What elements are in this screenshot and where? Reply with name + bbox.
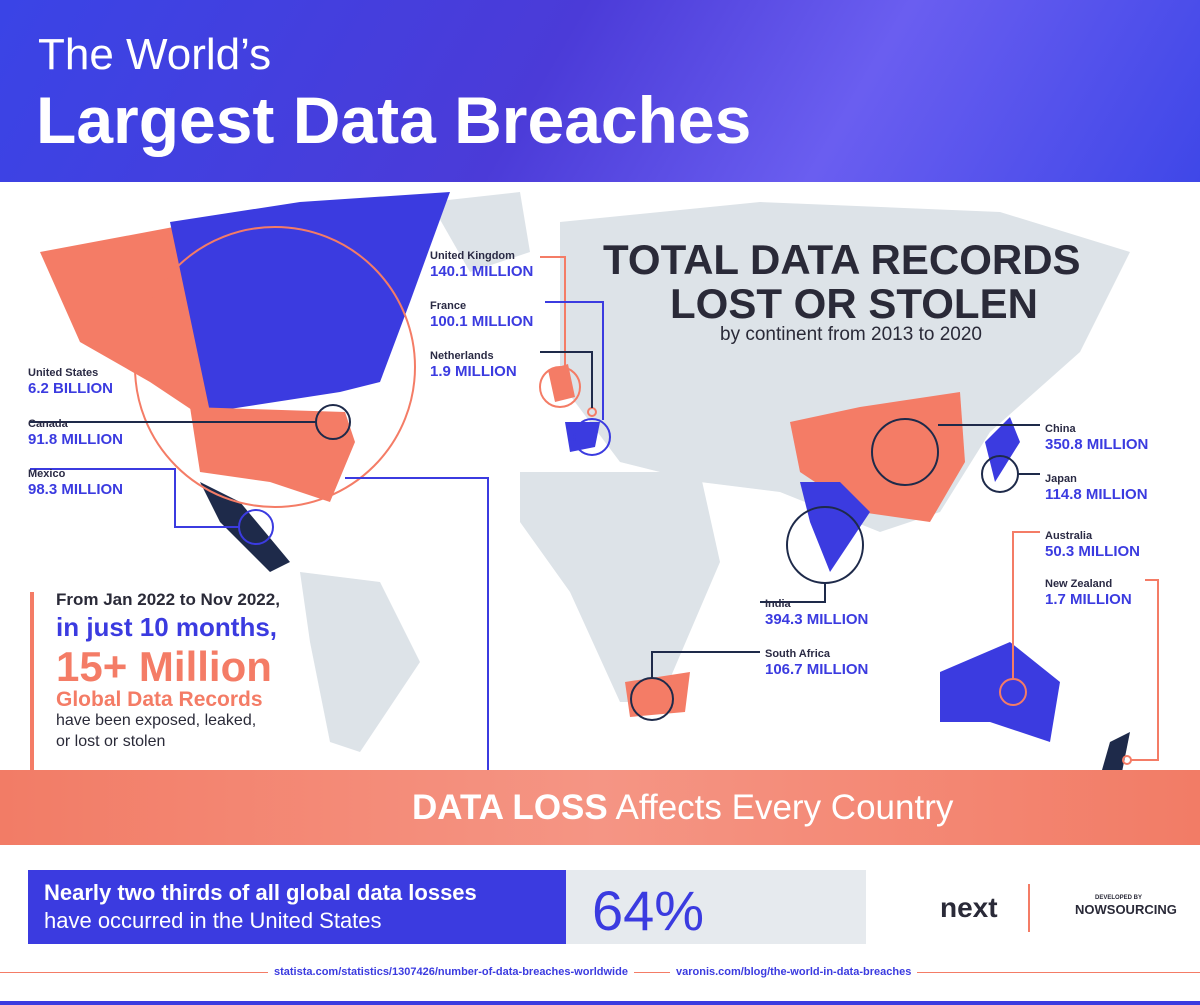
map xyxy=(30,192,1159,845)
stat-line3: 15+ Million xyxy=(56,643,272,690)
callout-value: 1.7 MILLION xyxy=(1045,591,1132,608)
developed-by: DEVELOPED BY xyxy=(1095,895,1143,901)
callout-value: 140.1 MILLION xyxy=(430,263,534,280)
callout-value: 1.9 MILLION xyxy=(430,363,517,380)
callout-country: India xyxy=(765,598,791,610)
callout-value: 98.3 MILLION xyxy=(28,481,124,498)
callout-value: 100.1 MILLION xyxy=(430,313,534,330)
callout-value: 394.3 MILLION xyxy=(765,611,869,628)
callout-value: 106.7 MILLION xyxy=(765,661,869,678)
footer-grey xyxy=(566,870,866,944)
callout-country: Netherlands xyxy=(430,350,494,362)
callout-country: Canada xyxy=(28,418,68,430)
callout-country: Australia xyxy=(1045,530,1093,542)
banner-bold: DATA LOSS xyxy=(412,788,608,827)
callout-value: 50.3 MILLION xyxy=(1045,543,1141,560)
footer-box xyxy=(28,870,566,944)
source: varonis.com/blog/the-world-in-data-breac… xyxy=(670,966,918,978)
footer-percent: 64% xyxy=(592,879,705,942)
header xyxy=(0,0,1200,182)
nowsourcing-logo: NOWSOURCING xyxy=(1075,902,1177,917)
callout-country: France xyxy=(430,300,467,312)
next-logo: next xyxy=(940,892,998,923)
callout-value: 114.8 MILLION xyxy=(1045,486,1148,503)
heading-line2: LOST OR STOLEN xyxy=(670,280,1038,327)
callout-value: 91.8 MILLION xyxy=(28,431,124,448)
footer-line1: Nearly two thirds of all global data los… xyxy=(44,880,477,905)
stat-line5: have been exposed, leaked, xyxy=(56,712,257,729)
callout-value: 6.2 BILLION xyxy=(28,380,114,397)
callout-country: New Zealand xyxy=(1045,578,1113,590)
logo-divider xyxy=(1028,884,1030,932)
title-line1: The World’s xyxy=(38,30,272,79)
callout-country: Mexico xyxy=(28,468,66,480)
callout-country: China xyxy=(1045,423,1076,435)
callout-value: 350.8 MILLION xyxy=(1045,436,1149,453)
banner-text: DATA LOSS Affects Every Country xyxy=(412,788,953,828)
banner xyxy=(0,770,1200,845)
heading-subtitle: by continent from 2013 to 2020 xyxy=(720,324,982,345)
heading-line1: TOTAL DATA RECORDS xyxy=(603,236,1081,283)
bottom-bar xyxy=(0,1001,1200,1005)
stat-line6: or lost or stolen xyxy=(56,733,166,750)
callout-country: Japan xyxy=(1045,473,1077,485)
stat-line1: From Jan 2022 to Nov 2022, xyxy=(56,590,280,609)
stat-line4: Global Data Records xyxy=(56,688,263,711)
callout-country: South Africa xyxy=(765,648,830,660)
title-line2: Largest Data Breaches xyxy=(36,83,752,157)
callout-country: United Kingdom xyxy=(430,250,515,262)
callout-country: United States xyxy=(28,367,99,379)
source: statista.com/statistics/1307426/number-o… xyxy=(268,966,634,978)
banner-rest: Affects Every Country xyxy=(615,788,954,827)
stat-line2: in just 10 months, xyxy=(56,612,278,642)
footer-line2: have occurred in the United States xyxy=(44,908,382,933)
